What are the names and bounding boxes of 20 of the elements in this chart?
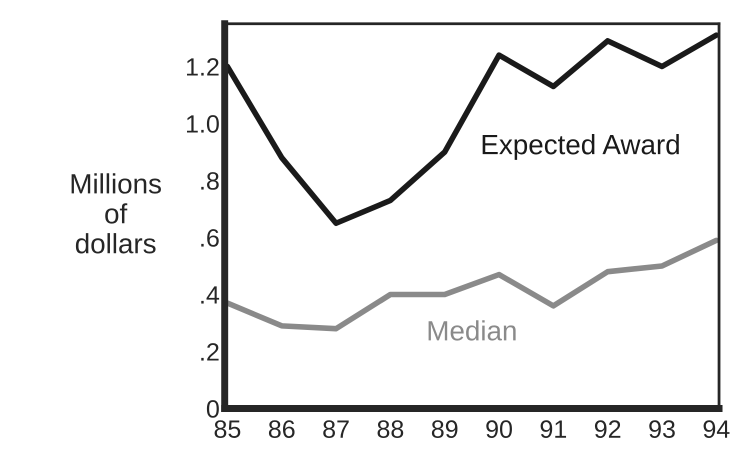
y-tick-label: 1.2 — [186, 58, 219, 76]
x-tick-label: 88 — [378, 420, 404, 438]
y-tick-label: .4 — [201, 286, 220, 304]
x-tick-label: 90 — [486, 420, 512, 438]
y-tick-label: 0 — [206, 400, 219, 418]
series-label: Median — [428, 320, 516, 341]
y-axis-title: Millions of dollars — [72, 173, 161, 254]
y-tick-label: .6 — [201, 229, 219, 247]
y-tick-label: 1.0 — [186, 115, 219, 133]
series-label: Expected Award — [482, 134, 679, 160]
x-tick-label: 93 — [649, 420, 675, 438]
y-tick-label: .8 — [201, 172, 219, 190]
x-tick-label: 87 — [323, 420, 349, 438]
x-tick-label: 92 — [594, 420, 620, 438]
x-tick-label: 91 — [540, 420, 566, 438]
x-tick-label: 85 — [214, 420, 240, 438]
x-tick-label: 89 — [432, 420, 458, 438]
x-tick-label: 86 — [268, 420, 295, 438]
x-tick-label: 94 — [704, 420, 730, 438]
y-tick-label: .2 — [201, 343, 219, 361]
